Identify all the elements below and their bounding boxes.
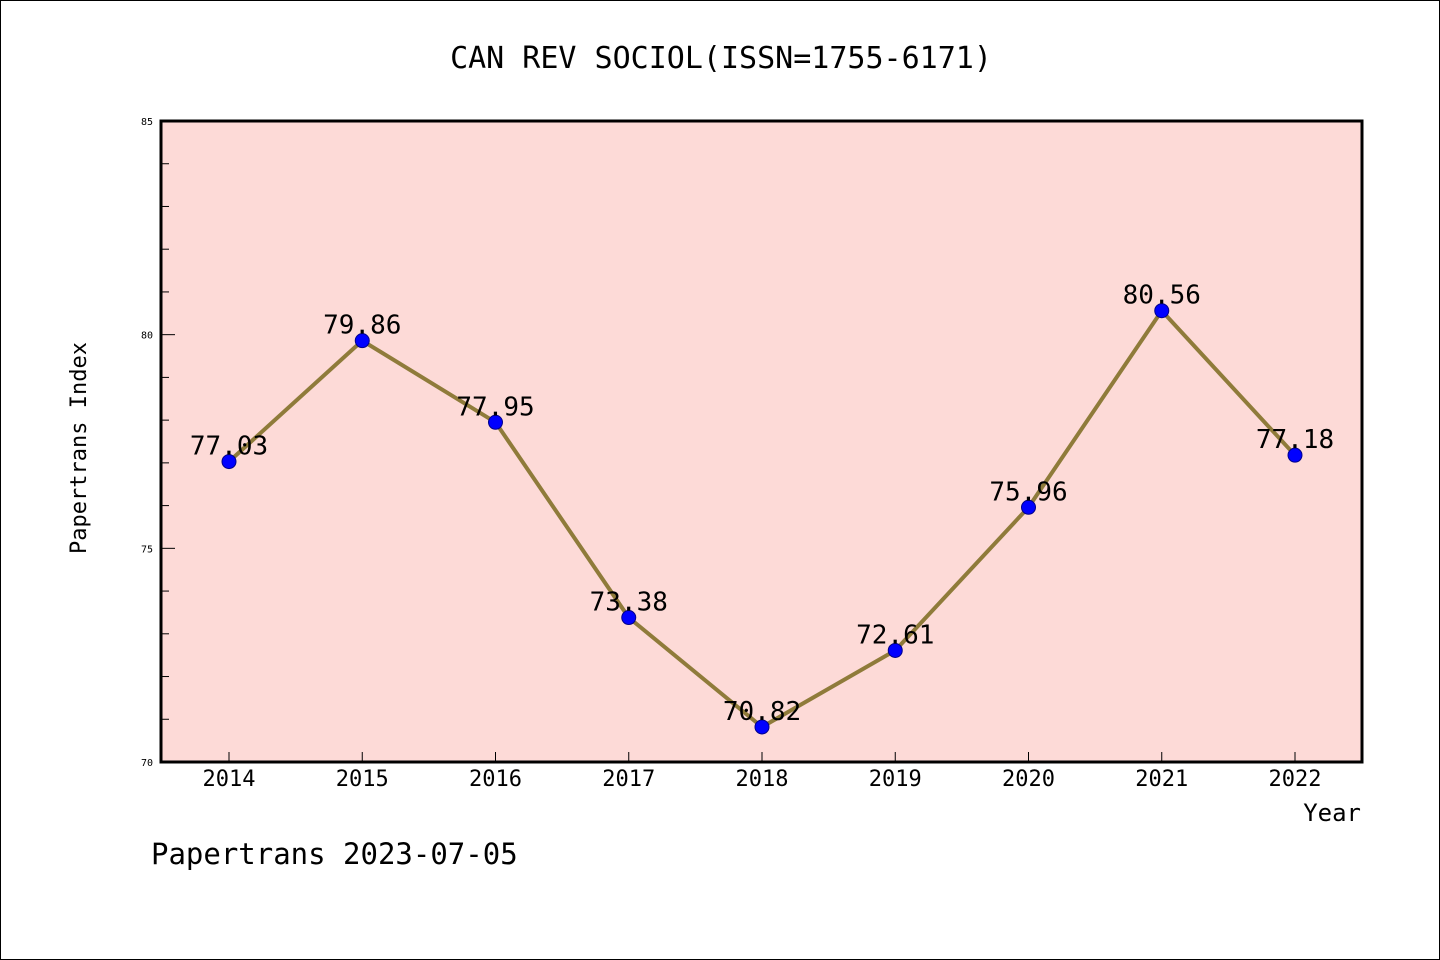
data-point [221,454,237,470]
data-point [887,642,903,658]
data-label: 77.18 [1256,425,1334,455]
data-point [488,414,503,430]
x-tick-labels: 2014 2015 2016 2017 2018 2019 2020 2021 2022 [203,767,1322,792]
data-point [1287,447,1303,463]
data-labels: 77.03 79.86 77.95 73.38 70.82 72.61 75.96 80.56… [190,281,1334,727]
x-tick-label: 2022 [1269,767,1322,792]
x-tick-label: 2018 [736,767,789,792]
data-markers [221,303,1303,735]
x-tick-label: 2019 [869,767,922,792]
data-point [754,719,770,735]
data-point [354,333,370,349]
x-ticks [228,752,1296,762]
x-tick-label: 2017 [602,767,655,792]
chart-title: CAN REV SOCIOL(ISSN=1755-6171) [450,41,992,76]
data-label: 72.61 [856,620,934,650]
data-label: 73.38 [590,588,668,618]
x-tick-label: 2020 [1002,767,1055,792]
data-label: 75.96 [989,477,1067,507]
y-tick-label: 75 [141,544,153,555]
data-label: 77.03 [190,432,268,462]
y-axis-label: Papertrans Index [67,342,92,554]
plot-area [161,121,1362,762]
x-tick-label: 2021 [1135,767,1188,792]
data-label: 80.56 [1123,281,1201,311]
x-tick-label: 2016 [469,767,522,792]
data-label: 70.82 [723,697,801,727]
footer-text: Papertrans 2023-07-05 [151,837,518,871]
y-tick-labels: 70 75 80 85 [141,117,153,769]
y-tick-label: 70 [141,758,153,769]
data-point [621,610,637,626]
data-label: 79.86 [323,311,401,341]
y-tick-label: 80 [141,331,153,342]
x-tick-label: 2014 [203,767,256,792]
data-point [1021,499,1036,515]
plot-frame [159,119,1364,764]
x-tick-label: 2015 [336,767,389,792]
data-label: 77.95 [456,392,534,422]
data-point [1154,303,1170,319]
y-tick-label: 85 [141,117,153,128]
x-axis-label: Year [1303,799,1361,827]
